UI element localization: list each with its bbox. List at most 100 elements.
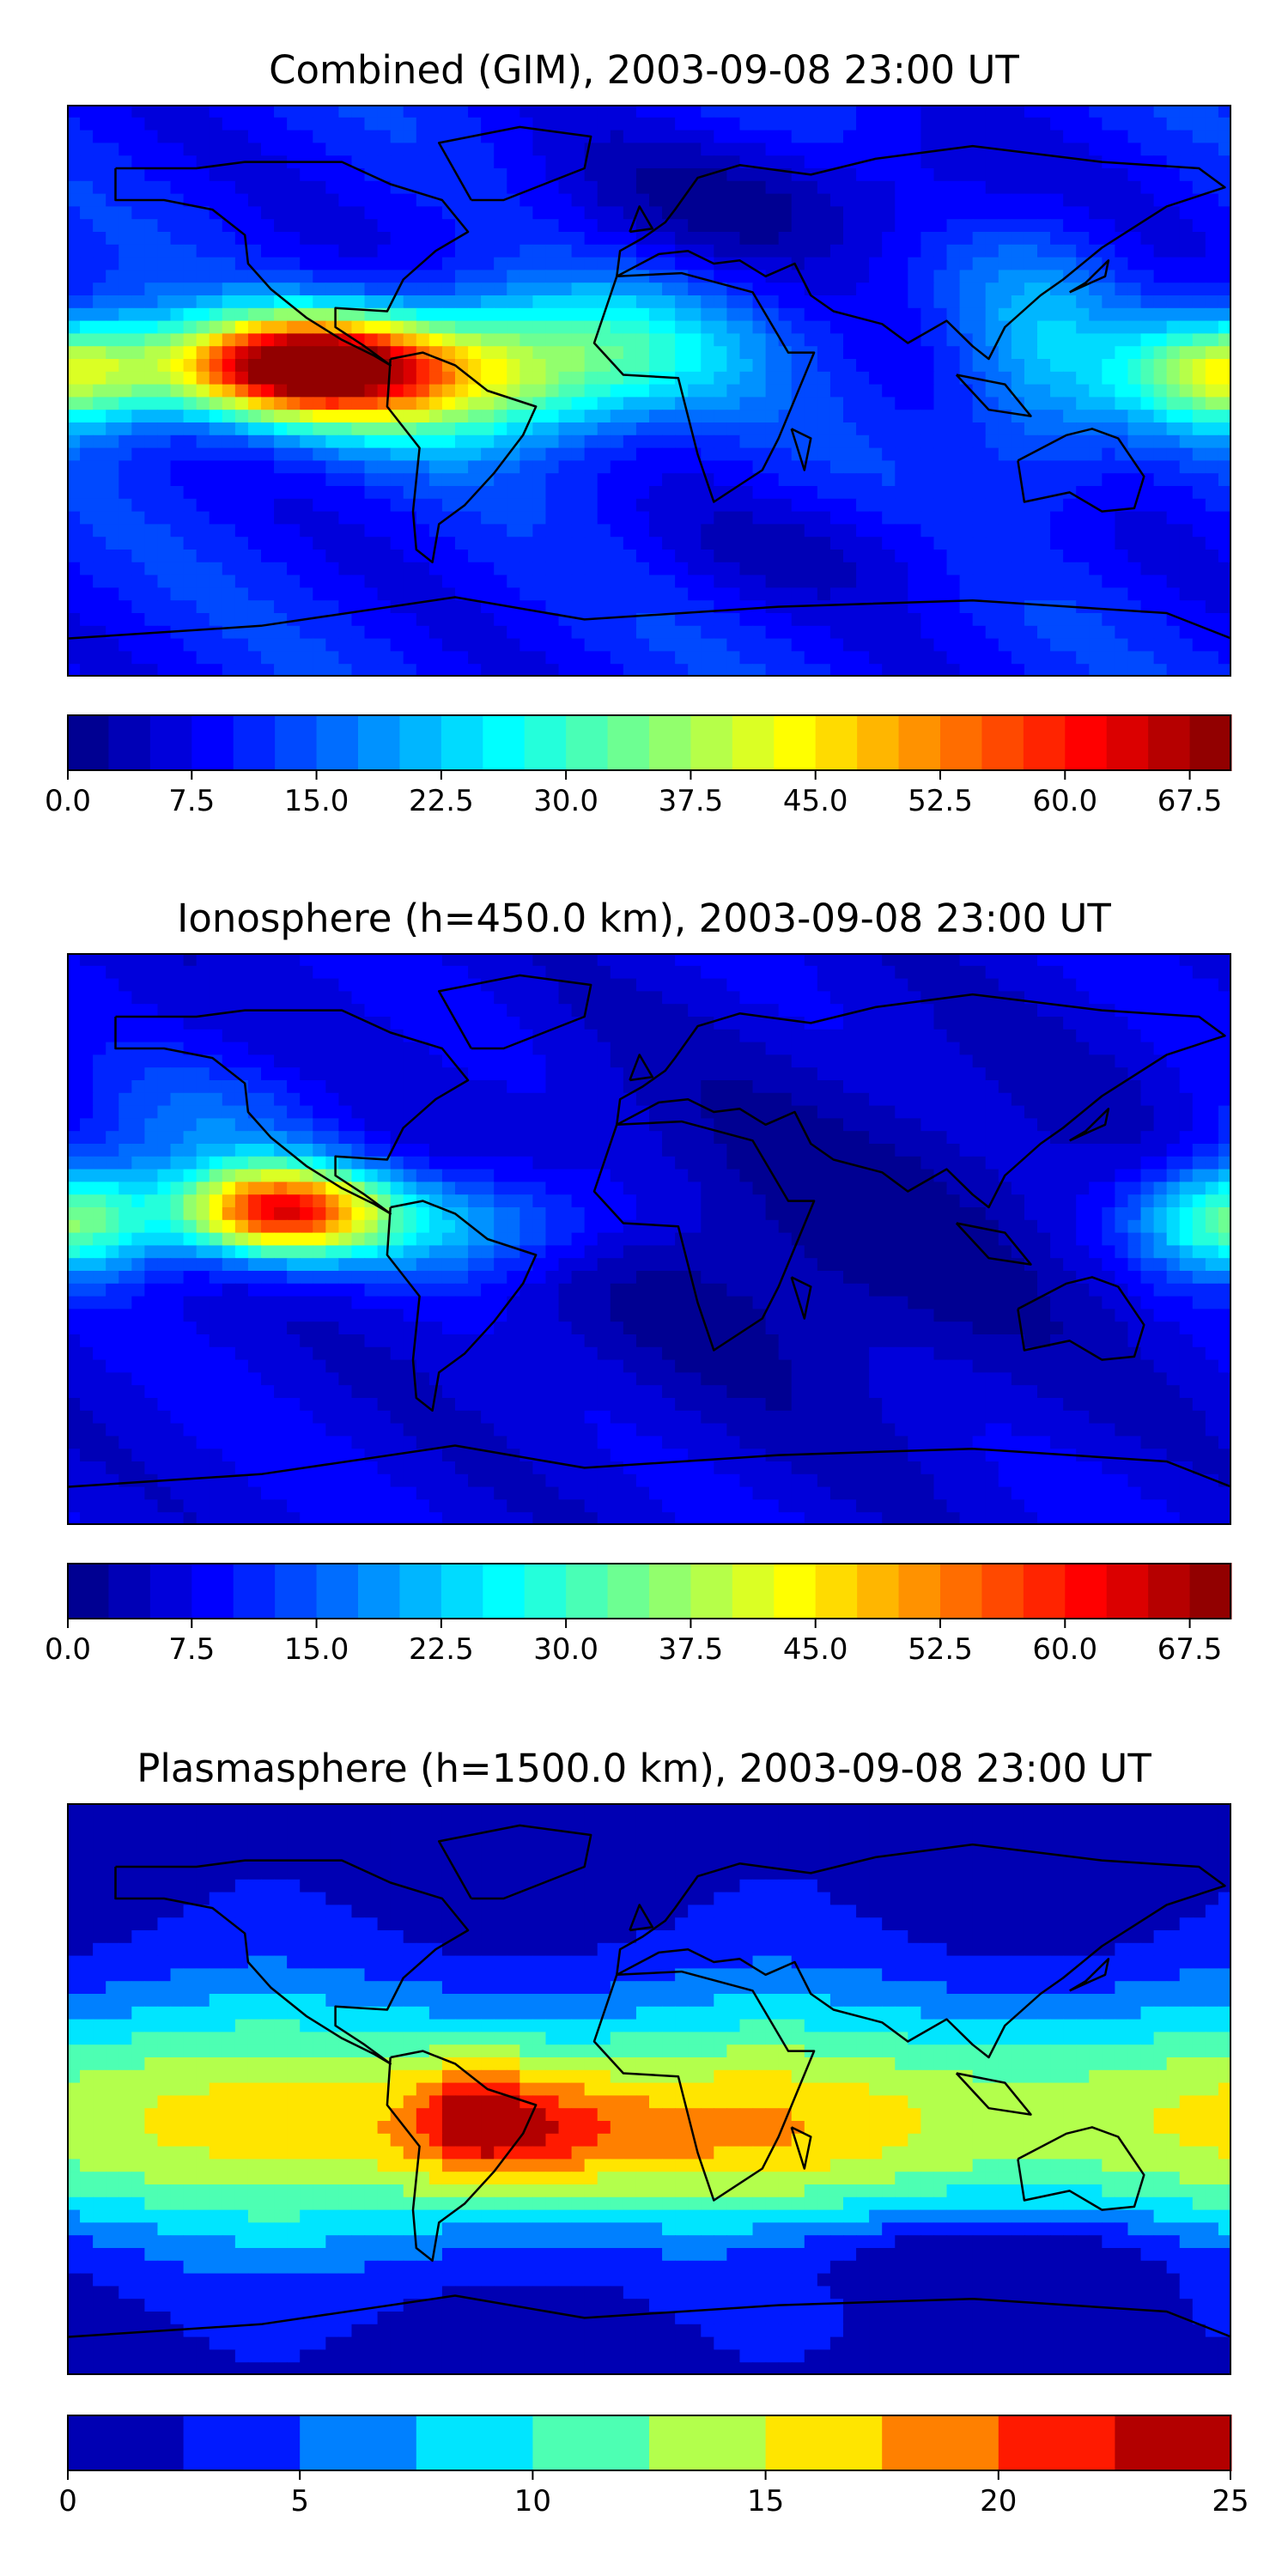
heatmap-cell (106, 143, 119, 156)
heatmap-cell (325, 180, 339, 195)
heatmap-cell (1205, 422, 1219, 436)
heatmap-cell (662, 1054, 676, 1068)
heatmap-cell (791, 651, 805, 665)
heatmap-cell (494, 371, 507, 386)
heatmap-cell (765, 1067, 780, 1081)
heatmap-cell (494, 155, 507, 169)
heatmap-cell (519, 991, 533, 1005)
heatmap-cell (416, 384, 430, 398)
heatmap-cell (1153, 410, 1168, 423)
heatmap-cell (313, 295, 326, 309)
heatmap-cell (507, 320, 520, 334)
heatmap-cell (455, 232, 469, 246)
heatmap-cell (1011, 371, 1025, 386)
heatmap-cell (468, 562, 482, 576)
heatmap-cell (946, 600, 961, 614)
heatmap-cell (196, 460, 210, 474)
heatmap-cell (597, 257, 611, 270)
heatmap-cell (325, 270, 339, 283)
heatmap-cell (300, 105, 313, 118)
heatmap-cell (584, 638, 598, 652)
heatmap-cell (222, 600, 236, 614)
heatmap-cell (791, 143, 805, 156)
heatmap-cell (610, 333, 624, 347)
heatmap-cell (610, 117, 624, 131)
heatmap-cell (662, 168, 676, 182)
heatmap-cell (532, 422, 547, 436)
heatmap-cell (856, 991, 870, 1005)
heatmap-cell (752, 270, 767, 283)
heatmap-cell (1192, 422, 1206, 436)
heatmap-cell (946, 965, 961, 980)
heatmap-cell (338, 295, 353, 309)
heatmap-cell (558, 473, 573, 487)
heatmap-cell (507, 219, 520, 233)
heatmap-cell (157, 105, 172, 118)
heatmap-cell (494, 550, 507, 563)
heatmap-cell (1024, 613, 1038, 627)
heatmap-cell (946, 587, 961, 601)
heatmap-cell (856, 270, 870, 283)
heatmap-cell (196, 473, 210, 487)
heatmap-cell (1076, 460, 1090, 474)
heatmap-cell (261, 422, 275, 436)
heatmap-cell (882, 359, 896, 373)
heatmap-cell (494, 447, 507, 461)
heatmap-cell (635, 574, 650, 588)
heatmap-cell (791, 206, 805, 220)
heatmap-cell (80, 244, 94, 258)
heatmap-cell (300, 270, 313, 283)
heatmap-cell (817, 244, 831, 258)
heatmap-cell (752, 1029, 767, 1043)
heatmap-cell (93, 574, 106, 588)
heatmap-cell (222, 664, 236, 677)
heatmap-cell (287, 447, 301, 461)
heatmap-cell (597, 206, 611, 220)
heatmap-cell (519, 1054, 533, 1068)
heatmap-cell (843, 574, 857, 588)
heatmap-cell (313, 524, 326, 538)
heatmap-cell (1115, 130, 1129, 143)
heatmap-cell (856, 283, 870, 296)
heatmap-cell (688, 143, 702, 156)
heatmap-cell (1140, 550, 1155, 563)
heatmap-cell (817, 1054, 831, 1068)
heatmap-cell (196, 130, 210, 143)
heatmap-cell (1063, 460, 1077, 474)
heatmap-cell (1063, 307, 1077, 322)
heatmap-cell (234, 371, 249, 386)
heatmap-cell (519, 257, 533, 270)
heatmap-cell (144, 283, 159, 296)
heatmap-cell (623, 486, 637, 500)
heatmap-cell (118, 953, 132, 967)
heatmap-cell (908, 486, 921, 500)
heatmap-cell (313, 117, 326, 131)
heatmap-cell (403, 155, 417, 169)
heatmap-cell (390, 511, 404, 525)
heatmap-cell (882, 155, 896, 169)
heatmap-cell (804, 537, 818, 550)
heatmap-cell (247, 105, 262, 118)
heatmap-cell (1102, 991, 1115, 1005)
heatmap-cell (584, 511, 598, 525)
heatmap-cell (675, 270, 689, 283)
heatmap-cell (222, 1029, 236, 1043)
heatmap-cell (571, 333, 586, 347)
heatmap-cell (351, 295, 366, 309)
heatmap-cell (157, 155, 172, 169)
heatmap-cell (817, 600, 831, 614)
heatmap-cell (558, 219, 573, 233)
heatmap-cell (1076, 371, 1090, 386)
heatmap-cell (403, 283, 417, 296)
heatmap-cell (1127, 155, 1142, 169)
heatmap-cell (507, 180, 520, 195)
heatmap-cell (662, 460, 676, 474)
heatmap-cell (623, 168, 637, 182)
coastline-8 (1069, 259, 1110, 294)
heatmap-cell (545, 371, 560, 386)
heatmap-cell (1089, 651, 1103, 665)
heatmap-cell (313, 333, 326, 347)
heatmap-cell (1037, 244, 1051, 258)
heatmap-cell (1153, 105, 1168, 118)
heatmap-cell (765, 1029, 780, 1043)
